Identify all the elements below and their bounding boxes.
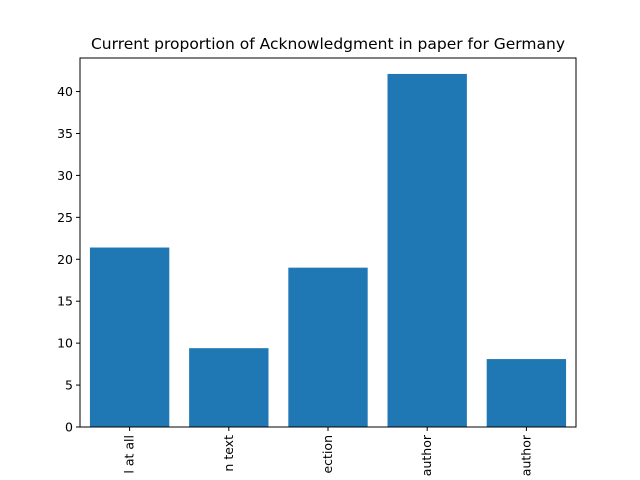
y-tick-label: 30 (57, 168, 73, 183)
bar (189, 348, 269, 427)
y-tick-label: 25 (57, 210, 73, 225)
y-tick-label: 35 (57, 126, 73, 141)
bar (89, 247, 170, 427)
bars-layer (89, 73, 567, 428)
plot-frame (79, 57, 577, 428)
y-tick-label: 5 (65, 378, 73, 393)
bar (387, 73, 467, 428)
x-tick-label: author (518, 434, 533, 476)
y-tick-label: 0 (65, 420, 73, 435)
y-tick-label: 20 (57, 252, 73, 267)
chart-title: Current proportion of Acknowledgment in … (91, 35, 565, 53)
x-tick-label: ection (320, 435, 335, 474)
x-tick-label: n text (221, 435, 236, 472)
y-axis: 0 5 10 15 20 25 30 35 40 (57, 84, 80, 435)
x-tick-label: l at all (122, 435, 137, 474)
y-tick-label: 15 (57, 294, 73, 309)
y-tick-label: 40 (57, 84, 73, 99)
x-tick-label: author (419, 434, 434, 476)
bar (486, 359, 567, 427)
y-tick-label: 10 (57, 336, 73, 351)
x-axis: l at all n text ection author author (122, 427, 533, 476)
bar (288, 267, 368, 427)
